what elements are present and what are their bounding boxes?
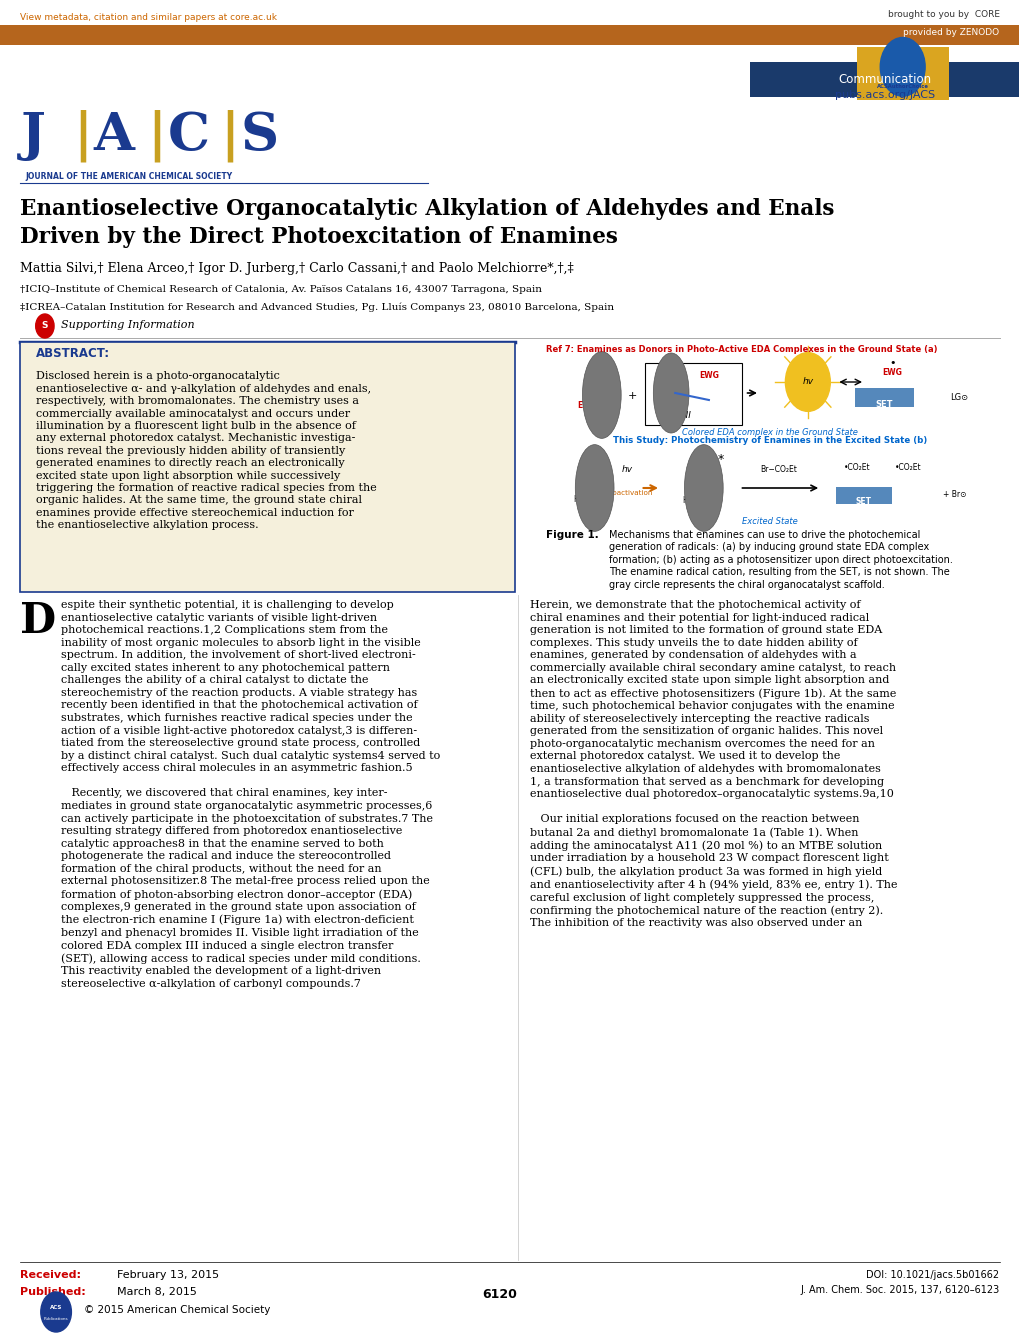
Text: LG⊙: LG⊙ [949,394,967,402]
Text: I  R: I R [588,503,600,512]
Text: D: D [20,600,56,642]
Text: Br−CO₂Et: Br−CO₂Et [759,466,796,474]
Text: hv: hv [622,466,632,474]
Text: ABSTRACT:: ABSTRACT: [36,347,110,360]
Bar [856,47,948,100]
Circle shape [879,37,924,96]
Text: J. Am. Chem. Soc. 2015, 137, 6120–6123: J. Am. Chem. Soc. 2015, 137, 6120–6123 [800,1285,999,1295]
Circle shape [41,1293,71,1333]
Text: Publications: Publications [44,1317,68,1321]
Text: EWG: EWG [577,402,597,410]
Text: This Study: Photochemistry of Enamines in the Excited State (b): This Study: Photochemistry of Enamines i… [612,436,926,446]
Text: pubs.acs.org/JACS: pubs.acs.org/JACS [834,89,934,100]
Text: DOI: 10.1021/jacs.5b01662: DOI: 10.1021/jacs.5b01662 [865,1270,999,1281]
Bar [749,61,1019,96]
Circle shape [785,352,829,411]
Text: ‡ICREA–Catalan Institution for Research and Advanced Studies, Pg. Lluís Companys: ‡ICREA–Catalan Institution for Research … [20,301,613,312]
Text: Published:: Published: [20,1287,86,1297]
Bar [644,363,741,426]
Text: Enantioselective Organocatalytic Alkylation of Aldehydes and Enals: Enantioselective Organocatalytic Alkylat… [20,197,834,220]
Ellipse shape [582,352,621,439]
Text: © 2015 American Chemical Society: © 2015 American Chemical Society [84,1305,270,1315]
Ellipse shape [684,444,722,531]
Text: Mattia Silvi,† Elena Arceo,† Igor D. Jurberg,† Carlo Cassani,† and Paolo Melchio: Mattia Silvi,† Elena Arceo,† Igor D. Jur… [20,261,574,275]
Text: Mechanisms that enamines can use to drive the photochemical
generation of radica: Mechanisms that enamines can use to driv… [608,530,952,590]
Bar [20,342,515,592]
Text: |: | [220,109,239,163]
Text: provided by ZENODO: provided by ZENODO [903,28,999,37]
Text: Communication: Communication [838,73,930,85]
Text: EWG: EWG [698,371,718,380]
Text: III: III [683,411,691,420]
Text: Colored EDA complex in the Ground State: Colored EDA complex in the Ground State [682,428,857,438]
Text: Driven by the Direct Photoexcitation of Enamines: Driven by the Direct Photoexcitation of … [20,225,618,248]
Text: February 13, 2015: February 13, 2015 [117,1270,219,1281]
Text: I: I [600,411,602,420]
Text: hv: hv [802,378,812,387]
Text: •CO₂Et: •CO₂Et [843,463,869,472]
Text: Figure 1.: Figure 1. [545,530,598,540]
Text: ρ  R: ρ R [696,503,710,512]
Text: Disclosed herein is a photo-organocatalytic
enantioselective α- and γ-alkylation: Disclosed herein is a photo-organocataly… [36,371,376,530]
Text: A: A [94,109,135,161]
Text: S: S [42,321,48,331]
Text: Ref 7: Enamines as Donors in Photo-Active EDA Complexes in the Ground State (a): Ref 7: Enamines as Donors in Photo-Activ… [545,346,936,354]
Ellipse shape [575,444,613,531]
Text: LG: LG [596,370,606,379]
Text: brought to you by  CORE: brought to you by CORE [887,9,999,19]
Text: Excited State: Excited State [742,518,797,526]
Text: +: + [627,391,637,402]
Text: N: N [598,371,604,380]
Bar [836,487,892,504]
Circle shape [36,313,54,338]
Text: |: | [147,109,166,163]
Text: S: S [240,109,278,161]
Text: Supporting Information: Supporting Information [61,320,195,329]
Bar [0,25,1019,45]
Text: ACSAuthorChoice: ACSAuthorChoice [876,84,927,89]
Text: J: J [20,109,46,161]
Text: •CO₂Et: •CO₂Et [894,463,920,472]
Text: H: H [573,495,579,504]
Bar [854,388,913,407]
Text: Received:: Received: [20,1270,82,1281]
Text: EWG: EWG [881,368,902,378]
Text: View metadata, citation and similar papers at core.ac.uk: View metadata, citation and similar pape… [20,13,277,21]
Text: H: H [682,496,688,506]
Text: espite their synthetic potential, it is challenging to develop
enantioselective : espite their synthetic potential, it is … [61,600,440,988]
Text: 6120: 6120 [482,1289,517,1301]
Text: •: • [889,358,895,368]
Text: JOURNAL OF THE AMERICAN CHEMICAL SOCIETY: JOURNAL OF THE AMERICAN CHEMICAL SOCIETY [25,172,232,181]
Text: |: | [73,109,93,163]
Text: C: C [167,109,209,161]
Text: SET: SET [855,498,871,506]
Text: ACS: ACS [50,1306,62,1310]
Ellipse shape [653,354,689,434]
Text: SET: SET [874,400,893,410]
Text: †ICIQ–Institute of Chemical Research of Catalonia, Av. Països Catalans 16, 43007: †ICIQ–Institute of Chemical Research of … [20,285,542,293]
Text: LG: LG [665,370,676,379]
Text: *: * [717,454,723,466]
Text: March 8, 2015: March 8, 2015 [117,1287,197,1297]
Text: + Br⊙: + Br⊙ [942,490,966,499]
Text: photoactivation: photoactivation [595,490,652,496]
Text: Herein, we demonstrate that the photochemical activity of
chiral enamines and th: Herein, we demonstrate that the photoche… [530,600,897,928]
